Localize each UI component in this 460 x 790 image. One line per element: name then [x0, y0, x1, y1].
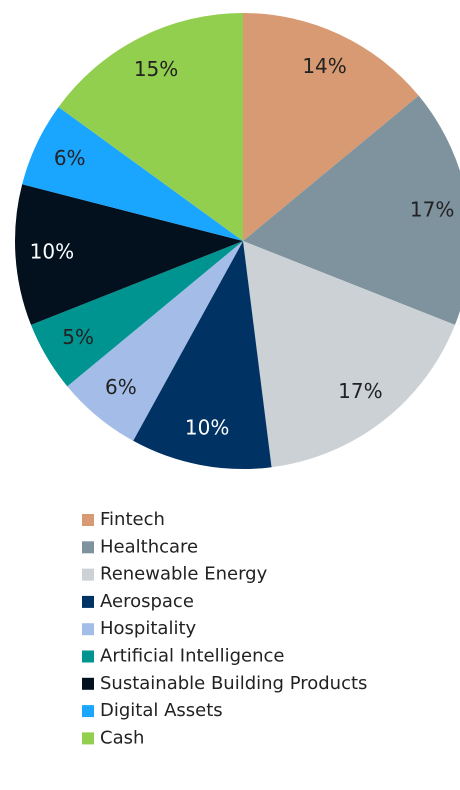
legend-label: Digital Assets	[100, 700, 223, 721]
legend-label: Renewable Energy	[100, 564, 268, 585]
pie-slice	[243, 95, 460, 325]
slice-label: 10%	[185, 416, 229, 440]
legend-label: Hospitality	[100, 618, 197, 639]
slice-label: 15%	[134, 57, 178, 81]
pie-slice	[58, 13, 243, 241]
legend-swatch	[82, 541, 94, 554]
legend-swatch	[82, 650, 94, 663]
legend-label: Aerospace	[100, 591, 194, 612]
legend-label: Sustainable Building Products	[100, 673, 367, 694]
legend-swatch	[82, 595, 94, 608]
slice-label: 6%	[105, 375, 137, 399]
legend-swatch	[82, 514, 94, 526]
legend-swatch	[82, 568, 94, 581]
legend-label: Fintech	[100, 509, 165, 530]
pie-slice	[31, 241, 244, 387]
legend-swatch	[82, 705, 94, 718]
pie-slice	[67, 241, 243, 441]
pie-slice	[133, 241, 272, 470]
pie-slice	[243, 13, 419, 241]
legend-swatch	[82, 623, 94, 636]
pie-slice	[15, 184, 244, 325]
legend-swatch	[82, 677, 94, 690]
slice-label: 5%	[62, 325, 94, 349]
legend-label: Artificial Intelligence	[100, 646, 285, 667]
slice-label: 17%	[338, 379, 382, 403]
slice-label: 14%	[302, 54, 346, 78]
legend-label: Cash	[100, 727, 144, 748]
pie-slice	[22, 106, 243, 242]
legend-label: Healthcare	[100, 536, 198, 557]
slice-label: 10%	[30, 240, 74, 264]
legend-swatch	[82, 732, 94, 745]
slice-label: 6%	[54, 146, 86, 170]
slice-label: 17%	[410, 198, 454, 222]
pie-slice	[243, 241, 455, 468]
